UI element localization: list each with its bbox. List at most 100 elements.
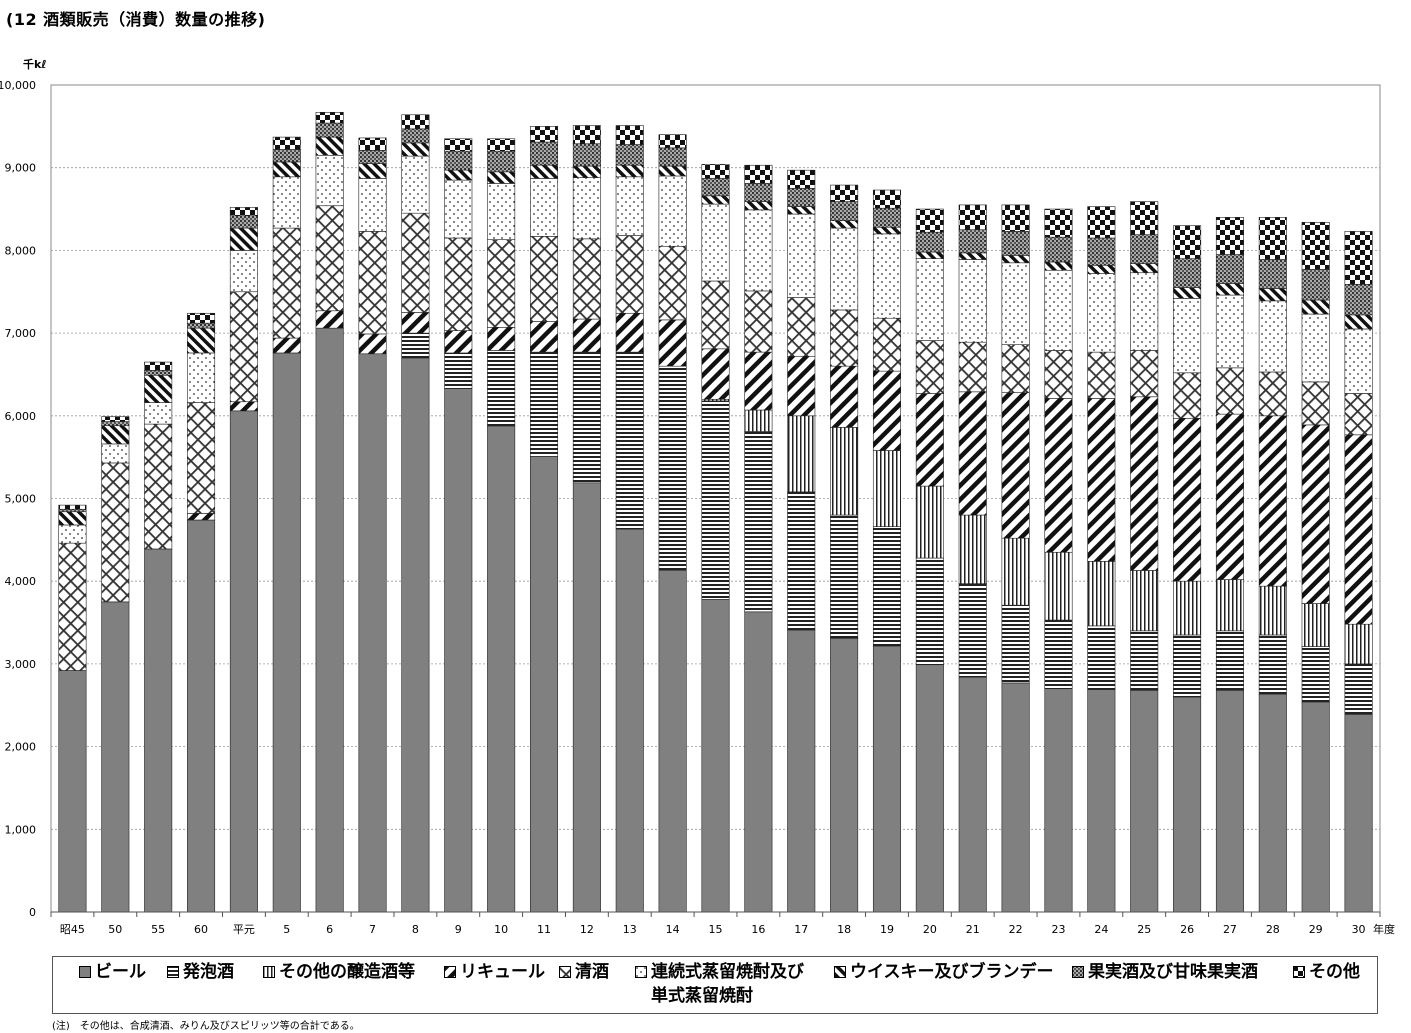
x-tick-label: 30	[1352, 923, 1366, 936]
bar-segment-9	[487, 138, 516, 152]
bar-segment-7	[787, 206, 816, 215]
bar-stack	[744, 164, 773, 913]
bar-segment-3	[1044, 551, 1073, 621]
bar-segment-9	[187, 312, 216, 324]
bar-stack	[487, 138, 516, 913]
x-tick-label: 5	[283, 923, 290, 936]
bar-segment-3	[872, 450, 902, 527]
x-tick-label: 28	[1266, 923, 1280, 936]
bar-segment-4	[615, 312, 644, 353]
bar-segment-7	[1258, 288, 1287, 302]
bar-segment-5	[1130, 350, 1159, 398]
bar-segment-8	[872, 207, 902, 228]
horizontal-lines-swatch-icon	[167, 966, 179, 978]
bar-segment-1	[401, 357, 430, 913]
bar-stack	[1344, 231, 1373, 913]
y-tick-label: 3,000	[5, 658, 37, 671]
bar-segment-5	[1344, 393, 1373, 436]
bar-segment-6	[229, 250, 258, 293]
x-tick-label: 11	[537, 923, 551, 936]
bar-segment-8	[272, 149, 301, 163]
bar-segment-9	[1173, 225, 1202, 259]
bar-segment-7	[487, 171, 516, 184]
dots-swatch-icon	[635, 966, 647, 978]
bar-segment-9	[787, 169, 816, 189]
bar-segment-7	[144, 374, 173, 403]
bar-stack	[958, 204, 987, 913]
bar-segment-3	[1258, 585, 1287, 636]
x-tick-label: 26	[1180, 923, 1194, 936]
legend-item-beer: ビール	[79, 960, 146, 984]
bar-segment-7	[958, 252, 987, 260]
x-tick-label: 10	[494, 923, 508, 936]
legend-item-sake: 清酒	[559, 960, 609, 984]
bar-segment-9	[1215, 217, 1244, 255]
legend: ビール 発泡酒 その他の醸造酒等 リキュール 清酒 連続式蒸留焼酎及び 単式蒸留…	[52, 956, 1378, 1014]
bar-stack	[529, 126, 559, 913]
bar-segment-6	[572, 177, 601, 240]
bar-segment-1	[144, 548, 173, 913]
bar-segment-6	[958, 259, 987, 343]
legend-label-line2: 単式蒸留焼酎	[651, 986, 753, 1006]
bar-segment-9	[1087, 206, 1116, 239]
bar-segment-5	[1258, 371, 1287, 417]
legend-label: 果実酒及び甘味果実酒	[1088, 962, 1258, 982]
bar-stack	[1301, 221, 1330, 913]
bar-segment-5	[1173, 372, 1202, 419]
bar-segment-1	[915, 664, 944, 913]
solid-gray-swatch-icon	[79, 966, 91, 978]
bar-segment-6	[1301, 313, 1330, 383]
bar-segment-8	[358, 150, 387, 164]
y-tick-label: 5,000	[5, 493, 37, 506]
x-tick-label: 17	[794, 923, 808, 936]
bar-segment-6	[830, 227, 859, 311]
bar-segment-1	[1173, 696, 1202, 913]
bar-segment-1	[487, 426, 516, 913]
chart-title: (12 酒類販売（消費）数量の推移)	[6, 10, 266, 29]
bar-segment-4	[658, 319, 687, 367]
bar-segment-2	[444, 352, 473, 389]
bar-stack	[915, 208, 944, 913]
bar-segment-4	[701, 348, 730, 400]
bar-segment-8	[701, 178, 730, 197]
bar-segment-2	[401, 332, 430, 359]
bar-segment-6	[1173, 298, 1202, 374]
bar-segment-1	[1044, 688, 1073, 913]
bar-segment-6	[615, 176, 644, 236]
bar-segment-1	[615, 528, 644, 913]
bar-segment-5	[787, 297, 816, 357]
bar-segment-6	[1215, 294, 1244, 369]
legend-item-happoshu: 発泡酒	[167, 960, 234, 984]
x-tick-label: 29	[1309, 923, 1323, 936]
bar-segment-5	[487, 239, 516, 328]
bar-segment-3	[1344, 623, 1373, 665]
bar-segment-5	[915, 340, 944, 394]
bar-segment-9	[1001, 204, 1030, 232]
bar-segment-7	[1301, 299, 1330, 315]
bar-segment-4	[358, 333, 387, 355]
bar-stack	[444, 138, 473, 913]
bar-segment-9	[915, 208, 944, 233]
bar-segment-9	[1344, 231, 1373, 285]
bar-stack	[615, 125, 644, 913]
x-tick-label: 18	[837, 923, 851, 936]
bar-segment-5	[272, 227, 301, 339]
bar-segment-2	[1173, 634, 1202, 698]
fine-grid-swatch-icon	[1072, 966, 1084, 978]
bar-segment-8	[744, 183, 773, 202]
bar-segment-8	[529, 141, 559, 166]
bar-segment-1	[658, 570, 687, 913]
bar-segment-1	[1087, 689, 1116, 913]
bar-segment-6	[444, 179, 473, 239]
bar-segment-5	[401, 212, 430, 313]
bar-stack	[1258, 217, 1287, 913]
bar-segment-3	[1301, 603, 1330, 647]
bar-segment-7	[744, 201, 773, 211]
bar-segment-7	[1215, 283, 1244, 296]
x-tick-label: 20	[923, 923, 937, 936]
bar-segment-9	[658, 134, 687, 149]
bar-segment-5	[315, 205, 344, 312]
x-tick-label: 50	[108, 923, 122, 936]
bar-segment-5	[187, 402, 216, 514]
bar-segment-8	[101, 421, 130, 427]
